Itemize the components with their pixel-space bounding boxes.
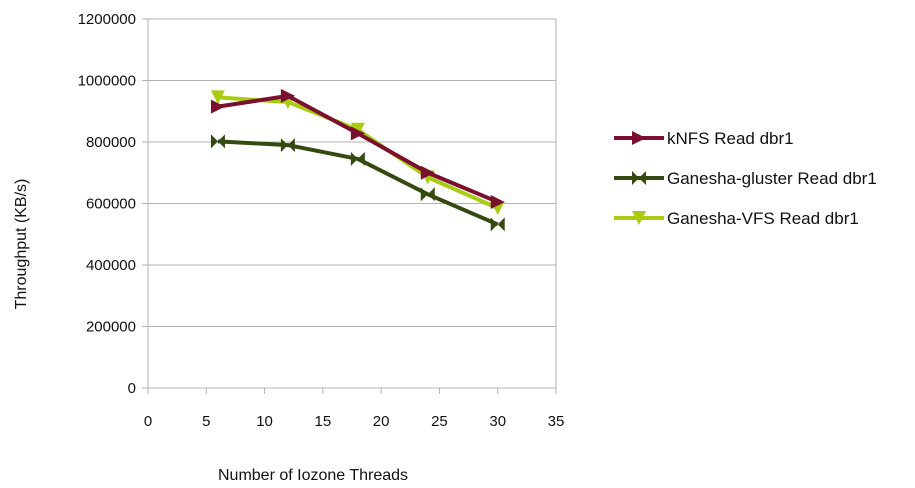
legend-label: Ganesha-gluster Read dbr1 [667,169,877,188]
y-tick-label: 200000 [86,319,136,336]
data-point [210,90,225,105]
legend-label: Ganesha-VFS Read dbr1 [667,209,859,228]
data-point [280,138,295,153]
x-tick-label: 15 [315,413,332,430]
data-point [350,122,365,137]
series-layer [210,88,505,232]
x-tick-label: 35 [548,413,565,430]
y-tick-label: 0 [128,380,136,397]
gridlines [148,18,556,327]
data-point [350,151,365,166]
x-tick-label: 30 [489,413,506,430]
data-point [420,165,435,180]
x-tick-label: 25 [431,413,448,430]
x-tick-label: 10 [256,413,273,430]
y-tick-label: 800000 [86,134,136,151]
legend-label: kNFS Read dbr1 [667,129,794,148]
x-tick-label: 0 [144,413,152,430]
legend-item: kNFS Read dbr1 [614,129,794,148]
data-point [490,217,505,232]
x-tick-label: 20 [373,413,390,430]
y-tick-label: 1200000 [78,11,136,28]
triangle-right-icon [632,131,646,145]
y-axis-label: Throughput (KB/s) [13,179,30,310]
axes [142,18,557,394]
x-tick-labels: 0 5 10 15 20 25 30 35 [144,413,565,430]
triangle-down-icon [632,211,646,225]
series-line [217,95,499,210]
legend-item: Ganesha-VFS Read dbr1 [614,209,859,228]
y-tick-label: 1000000 [78,73,136,90]
series-line [217,93,499,204]
y-tick-labels: 0 200000 400000 600000 800000 1000000 1200000 [78,11,136,397]
y-tick-label: 600000 [86,196,136,213]
series-ganesha-gluster-read-dbr1 [210,134,505,232]
data-point [210,134,225,149]
x-axis-label: Number of Iozone Threads [218,467,408,484]
bowtie-icon [632,171,646,185]
data-point [210,99,225,114]
data-point [420,187,435,202]
data-point [350,126,365,141]
data-point [280,88,295,103]
series-ganesha-vfs-read-dbr1 [210,90,505,216]
x-tick-label: 5 [202,413,210,430]
data-point [490,194,505,209]
series-knfs-read-dbr1 [210,88,505,209]
legend: kNFS Read dbr1 Ganesha-gluster Read dbr1 G… [614,129,877,228]
legend-item: Ganesha-gluster Read dbr1 [614,169,877,188]
y-tick-label: 400000 [86,257,136,274]
